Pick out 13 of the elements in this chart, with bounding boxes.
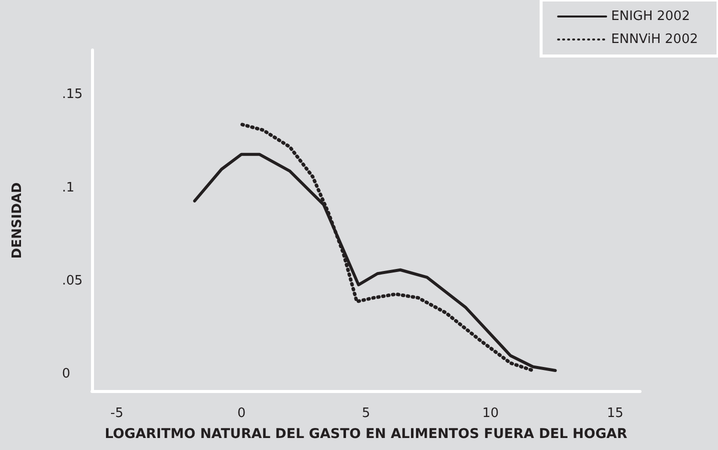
x-tick-label: 0 xyxy=(237,406,246,421)
legend-label: ENNViH 2002 xyxy=(611,32,698,47)
x-tick-label: 10 xyxy=(482,406,499,421)
y-tick-label: .05 xyxy=(62,274,83,289)
x-tick-label: -5 xyxy=(110,406,124,421)
x-tick-label: 5 xyxy=(362,406,370,421)
x-tick-label: 15 xyxy=(606,406,624,421)
y-tick-label: 0 xyxy=(62,366,70,382)
legend-label: ENIGH 2002 xyxy=(611,9,690,24)
y-axis-title: DENSIDAD xyxy=(10,182,25,259)
y-tick-label: .1 xyxy=(62,180,74,196)
x-axis-title: LOGARITMO NATURAL DEL GASTO EN ALIMENTOS FUERA DEL HOGAR xyxy=(104,426,628,442)
y-tick-label: .15 xyxy=(62,87,83,102)
